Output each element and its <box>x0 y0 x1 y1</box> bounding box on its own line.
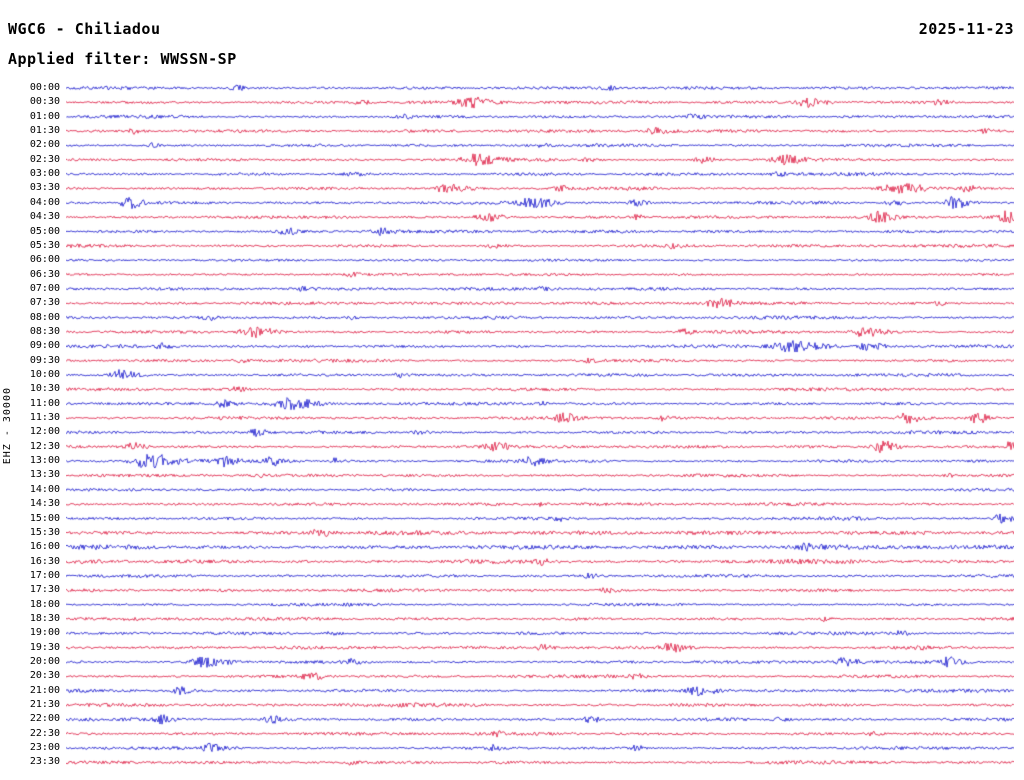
time-label: 16:00 <box>29 541 60 553</box>
time-label: 21:30 <box>29 699 60 711</box>
time-label: 22:00 <box>29 713 60 725</box>
time-label: 20:30 <box>29 670 60 682</box>
time-label: 14:30 <box>29 498 60 510</box>
time-label: 15:30 <box>29 526 60 538</box>
time-label: 00:00 <box>29 82 60 93</box>
time-label: 17:00 <box>29 569 60 581</box>
time-label: 13:30 <box>29 469 60 481</box>
time-label: 05:30 <box>29 239 60 251</box>
time-label: 08:30 <box>29 325 60 337</box>
time-label: 03:00 <box>29 168 60 180</box>
time-label: 12:30 <box>29 440 60 452</box>
time-label: 18:00 <box>29 598 60 610</box>
time-label: 09:30 <box>29 354 60 366</box>
time-label: 19:30 <box>29 641 60 653</box>
time-label: 14:00 <box>29 483 60 495</box>
time-label: 01:00 <box>29 110 60 122</box>
time-label: 02:30 <box>29 153 60 165</box>
time-label: 00:30 <box>29 96 60 108</box>
time-label: 08:00 <box>29 311 60 323</box>
station-title: WGC6 - Chiliadou <box>8 20 161 38</box>
time-label: 05:00 <box>29 225 60 237</box>
time-label: 06:00 <box>29 254 60 266</box>
time-label: 23:30 <box>29 756 60 768</box>
time-label: 06:30 <box>29 268 60 280</box>
time-label: 18:30 <box>29 612 60 624</box>
time-label: 22:30 <box>29 727 60 739</box>
header-row: WGC6 - Chiliadou 2025-11-23 <box>8 20 1014 38</box>
time-label: 11:00 <box>29 397 60 409</box>
time-label: 15:00 <box>29 512 60 524</box>
time-label: 13:00 <box>29 455 60 467</box>
time-label: 10:00 <box>29 369 60 380</box>
time-label: 19:00 <box>29 627 60 639</box>
time-label: 20:00 <box>29 656 60 667</box>
time-label: 21:00 <box>29 684 60 696</box>
time-label: 07:00 <box>29 282 60 294</box>
time-label: 10:30 <box>29 383 60 395</box>
time-label: 17:30 <box>29 584 60 596</box>
seismogram-trace-canvas <box>66 78 1014 775</box>
time-label: 04:00 <box>29 196 60 208</box>
record-date: 2025-11-23 <box>918 20 1014 38</box>
time-label: 09:00 <box>29 340 60 352</box>
time-axis: 00:00 00:30 01:00 01:30 02:00 02:30 03:00 03:30… <box>0 0 62 780</box>
time-label: 04:30 <box>29 211 60 223</box>
time-label: 23:00 <box>29 742 60 754</box>
filter-label: Applied filter: WWSSN-SP <box>8 50 237 68</box>
time-label: 07:30 <box>29 297 60 309</box>
time-label: 11:30 <box>29 412 60 424</box>
time-label: 01:30 <box>29 125 60 137</box>
time-label: 12:00 <box>29 426 60 438</box>
time-label: 02:00 <box>29 139 60 151</box>
time-label: 03:30 <box>29 182 60 194</box>
time-label: 16:30 <box>29 555 60 567</box>
